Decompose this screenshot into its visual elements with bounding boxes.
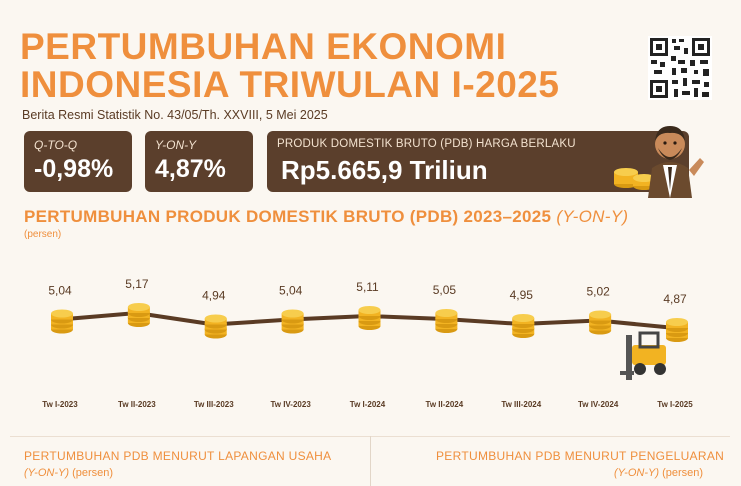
x-tick-label: Tw III-2024 — [501, 400, 541, 409]
coin-stack-icon — [614, 168, 655, 190]
data-point — [589, 310, 612, 335]
data-point — [127, 303, 150, 327]
qtoq-card: Q-TO-Q -0,98% — [24, 131, 132, 192]
data-point — [512, 314, 535, 338]
title-line-2: INDONESIA TRIWULAN I-2025 — [20, 64, 560, 105]
x-tick-label: Tw I-2025 — [657, 400, 693, 409]
qr-code-icon[interactable] — [648, 36, 712, 100]
data-point — [204, 314, 227, 339]
qtoq-label: Q-TO-Q — [34, 138, 78, 152]
chart-title: PERTUMBUHAN PRODUK DOMESTIK BRUTO (PDB) … — [24, 207, 628, 227]
x-tick-label: Tw I-2024 — [350, 400, 386, 409]
data-point — [358, 306, 381, 330]
release-info: Berita Resmi Statistik No. 43/05/Th. XXV… — [22, 108, 328, 122]
section-left-unit: (persen) — [69, 467, 114, 479]
data-point — [435, 309, 458, 333]
pdb-growth-chart: 5,04 Tw I-2023 5,17 Tw II-2023 4,94 Tw III-20… — [42, 277, 693, 409]
data-label: 5,17 — [125, 277, 149, 291]
businessman-illustration — [614, 126, 704, 198]
x-tick-label: Tw I-2023 — [42, 400, 78, 409]
page-title: PERTUMBUHAN EKONOMI INDONESIA TRIWULAN I… — [20, 28, 559, 104]
forklift-icon — [620, 331, 666, 380]
data-point — [281, 309, 304, 334]
data-label: 5,11 — [356, 280, 379, 294]
pdb-value: Rp5.665,9 Triliun — [281, 155, 488, 185]
section-lapangan-usaha-title: PERTUMBUHAN PDB MENURUT LAPANGAN USAHA — [24, 449, 332, 463]
data-label: 4,94 — [202, 289, 226, 303]
data-label: 5,04 — [48, 284, 72, 298]
x-tick-label: Tw IV-2023 — [270, 400, 311, 409]
yony-card: Y-ON-Y 4,87% — [145, 131, 253, 192]
section-lapangan-usaha-sub: (Y-ON-Y) (persen) — [24, 467, 113, 479]
chart-title-main: PERTUMBUHAN PRODUK DOMESTIK BRUTO (PDB) … — [24, 207, 557, 226]
pdb-label: PRODUK DOMESTIK BRUTO (PDB) HARGA BERLAK… — [277, 138, 576, 150]
pdb-card: PRODUK DOMESTIK BRUTO (PDB) HARGA BERLAK… — [267, 131, 689, 192]
data-point — [666, 318, 688, 342]
qtoq-value: -0,98% — [34, 155, 114, 183]
data-label: 5,04 — [279, 284, 303, 298]
chart-title-yoy: (Y-ON-Y) — [556, 207, 629, 226]
x-tick-label: Tw III-2023 — [194, 400, 234, 409]
data-label: 5,02 — [586, 285, 610, 299]
x-tick-label: Tw II-2024 — [426, 400, 464, 409]
data-label: 4,87 — [663, 292, 687, 306]
data-point — [51, 309, 73, 334]
data-label: 4,95 — [510, 288, 534, 302]
data-label: 5,05 — [433, 283, 457, 297]
section-pengeluaran-sub: (Y-ON-Y) (persen) — [614, 467, 703, 479]
section-pengeluaran-title: PERTUMBUHAN PDB MENURUT PENGELUARAN — [436, 449, 725, 463]
section-left-yoy: (Y-ON-Y) — [24, 467, 70, 479]
section-right-unit: (persen) — [659, 467, 704, 479]
section-right-yoy: (Y-ON-Y) — [614, 467, 660, 479]
x-tick-label: Tw IV-2024 — [578, 400, 619, 409]
column-divider — [370, 436, 371, 486]
chart-unit-label: (persen) — [24, 229, 62, 240]
title-line-1: PERTUMBUHAN EKONOMI — [20, 26, 507, 67]
yony-label: Y-ON-Y — [155, 138, 197, 152]
x-tick-label: Tw II-2023 — [118, 400, 156, 409]
yony-value: 4,87% — [155, 155, 226, 183]
